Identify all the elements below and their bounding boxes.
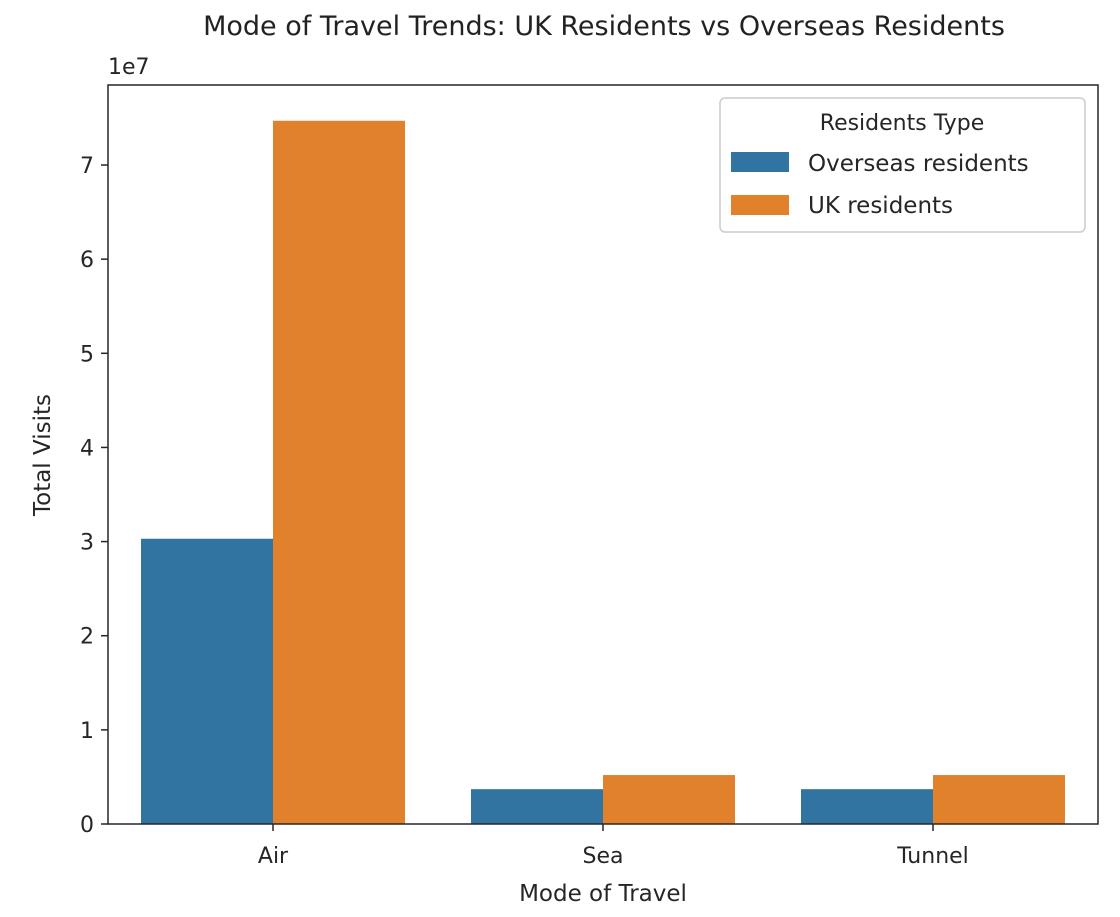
- y-tick-label: 2: [80, 625, 94, 650]
- y-axis-label: Total Visits: [30, 394, 56, 517]
- y-tick-label: 0: [80, 813, 94, 838]
- x-axis-label: Mode of Travel: [519, 881, 687, 907]
- x-tick-label-air: Air: [258, 844, 289, 869]
- bar-air-overseas-residents: [141, 538, 273, 824]
- y-tick-label: 4: [80, 436, 94, 461]
- y-axis-offset-label: 1e7: [108, 55, 150, 80]
- y-tick-label: 6: [80, 248, 94, 273]
- x-axis-ticks: Air Sea Tunnel: [258, 824, 969, 869]
- legend-title: Residents Type: [820, 111, 984, 136]
- bar-sea-uk-residents: [603, 775, 735, 824]
- y-tick-label: 3: [80, 531, 94, 556]
- legend-swatch-overseas-residents: [731, 152, 789, 172]
- y-tick-label: 7: [80, 154, 94, 179]
- x-tick-label-tunnel: Tunnel: [896, 844, 969, 869]
- chart-title: Mode of Travel Trends: UK Residents vs O…: [203, 11, 1005, 42]
- legend: Residents Type Overseas residents UK res…: [719, 97, 1086, 233]
- x-tick-label-sea: Sea: [583, 844, 624, 869]
- bar-sea-overseas-residents: [471, 789, 603, 824]
- bar-tunnel-overseas-residents: [801, 789, 933, 824]
- bar-air-uk-residents: [273, 120, 405, 824]
- y-axis-ticks: 0 1 2 3 4 5 6 7: [80, 154, 108, 838]
- legend-swatch-uk-residents: [731, 195, 789, 215]
- legend-box: [719, 97, 1086, 233]
- legend-label-uk-residents: UK residents: [808, 193, 953, 219]
- y-tick-label: 1: [80, 719, 94, 744]
- y-tick-label: 5: [80, 342, 94, 367]
- legend-label-overseas-residents: Overseas residents: [808, 151, 1029, 177]
- bars: [141, 120, 1065, 824]
- bar-tunnel-uk-residents: [933, 775, 1065, 824]
